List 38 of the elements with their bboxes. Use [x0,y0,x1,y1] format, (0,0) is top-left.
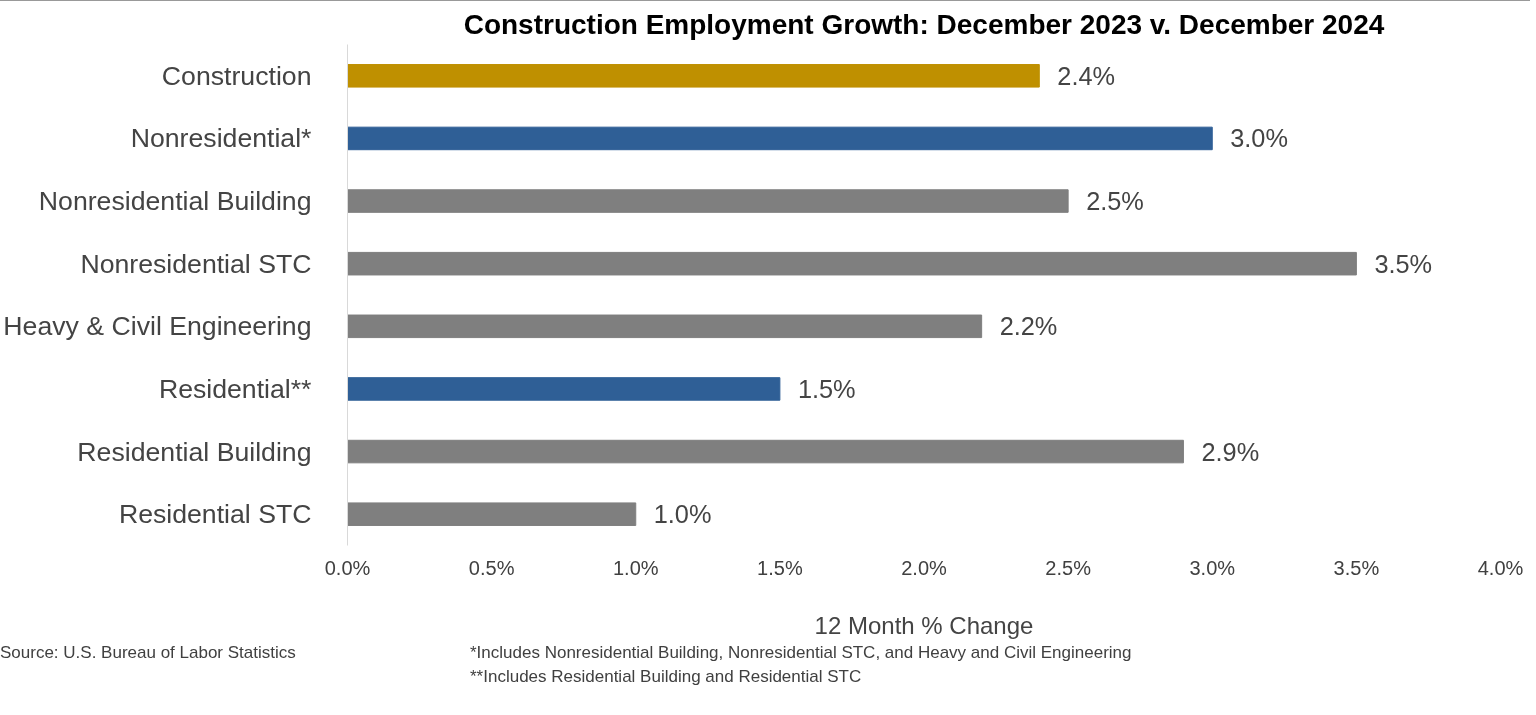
bar [347,64,1040,88]
x-tick-label: 0.0% [324,556,371,579]
x-tick-label: 2.5% [1045,556,1092,579]
x-tick-label: 1.0% [612,556,659,579]
bar [347,126,1213,151]
bar [347,251,1357,276]
y-tick-label: Residential Building [77,436,312,467]
x-tick-label: 4.0% [1477,556,1524,579]
data-label: 3.5% [1374,249,1433,278]
data-label: 1.5% [797,374,856,403]
bar [347,502,637,526]
source-note: Source: U.S. Bureau of Labor Statistics [0,642,296,664]
data-label: 1.0% [653,500,712,529]
x-axis-title: 12 Month % Change [814,611,1034,639]
data-label: 2.9% [1201,437,1260,466]
bar [347,377,781,401]
data-label: 3.0% [1230,124,1288,153]
y-tick-label: Residential STC [118,499,312,530]
y-tick-label: Nonresidential Building [38,186,312,217]
bar [347,439,1184,464]
x-tick-label: 3.0% [1189,556,1236,579]
y-tick-label: Heavy & Civil Engineering [3,311,312,342]
bar [347,189,1069,213]
text: *Includes Nonresidential Building, Nonresidential STC, and Heavy and Civil Engineering [470,642,1132,664]
text: **Includes Residential Building and Residential STC [470,666,862,689]
data-label: 2.5% [1086,187,1144,216]
bar [347,314,983,339]
y-tick-label: Construction [161,60,312,91]
x-tick-label: 3.5% [1333,556,1380,579]
x-tick-label: 2.0% [901,556,948,579]
y-tick-label: Nonresidential STC [80,248,312,279]
x-tick-label: 1.5% [757,556,803,579]
data-label: 2.2% [999,312,1058,341]
y-tick-label: Nonresidential* [130,123,312,154]
data-label: 2.4% [1057,61,1116,90]
x-tick-label: 0.5% [468,556,515,579]
chart-title: Construction Employment Growth: December 2023 v. December 2024 [463,8,1385,40]
y-tick-label: Residential** [158,373,312,404]
